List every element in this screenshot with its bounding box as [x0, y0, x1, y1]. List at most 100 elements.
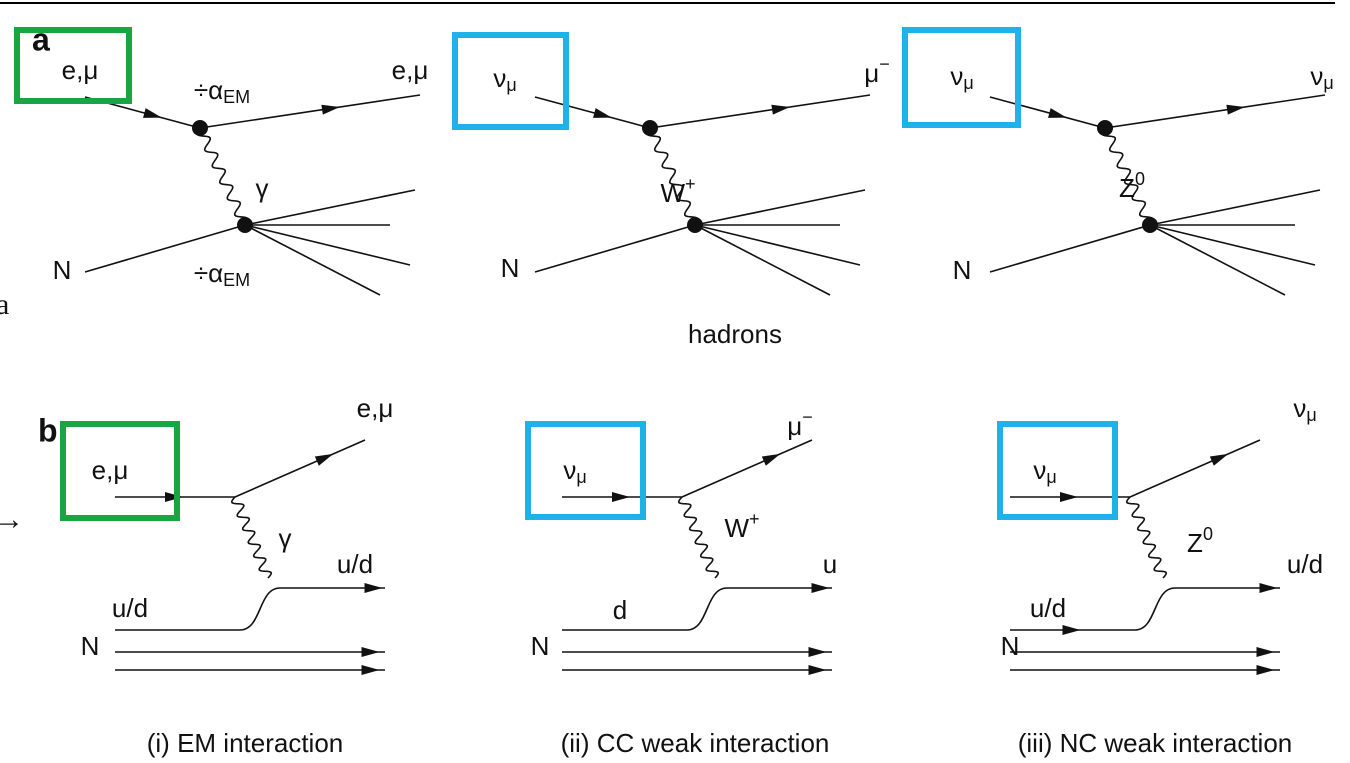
particle-label: νμ	[1033, 455, 1056, 487]
highlight-box	[60, 421, 180, 521]
label-base: ÷α	[194, 258, 223, 288]
label-sub: μ	[963, 73, 973, 93]
particle-label: N	[953, 255, 972, 285]
particle-label: νμ	[950, 61, 973, 93]
label-sub: EM	[223, 87, 250, 107]
particle-label: νμ	[1310, 61, 1333, 93]
line	[244, 224, 381, 296]
arrowhead	[1062, 625, 1081, 635]
label-sup: +	[685, 174, 696, 194]
label-base: ν	[1310, 61, 1323, 91]
particle-label: e,μ	[62, 55, 99, 85]
boson-line	[677, 496, 720, 579]
highlight-box	[452, 32, 569, 130]
label-base: μ	[787, 411, 802, 441]
quark-line	[562, 587, 832, 631]
particle-label: Z0	[1187, 524, 1213, 558]
label-sup: −	[802, 407, 813, 427]
arrowhead	[321, 104, 340, 115]
line	[534, 96, 651, 129]
particle-label: γ	[256, 173, 269, 203]
panel-letter: a	[32, 21, 50, 57]
line	[1149, 189, 1321, 226]
arrowhead	[761, 453, 781, 466]
line	[649, 94, 871, 129]
hadrons-label: hadrons	[688, 319, 782, 349]
boson-line	[1125, 496, 1168, 579]
line	[1104, 94, 1326, 129]
line	[244, 224, 411, 266]
arrowhead	[1256, 665, 1275, 675]
label-sub: μ	[576, 467, 586, 487]
line	[1149, 224, 1316, 266]
line	[534, 224, 696, 273]
vertex	[192, 120, 208, 136]
particle-label: u/d	[112, 593, 148, 623]
line	[681, 439, 813, 498]
label-sup: 0	[1203, 524, 1213, 544]
label-sub: μ	[506, 75, 516, 95]
label-base: Z	[1187, 528, 1203, 558]
particle-label: γ	[279, 523, 292, 553]
arrowhead	[364, 583, 383, 593]
arrowhead	[143, 108, 162, 118]
particle-label: W+	[724, 509, 759, 543]
label-base: ν	[950, 61, 963, 91]
particle-label: N	[53, 255, 72, 285]
caption: (i) EM interaction	[147, 728, 344, 758]
arrowhead	[361, 647, 380, 657]
vertex	[1142, 217, 1158, 233]
vertex	[687, 217, 703, 233]
line	[989, 224, 1151, 273]
label-sub: μ	[1306, 405, 1316, 425]
particle-label: u/d	[337, 549, 373, 579]
line	[989, 96, 1106, 129]
label-sup: 0	[1135, 169, 1145, 189]
edge-fragment: a	[0, 288, 9, 321]
caption: (iii) NC weak interaction	[1018, 728, 1293, 758]
vertex	[1097, 120, 1113, 136]
line	[694, 189, 866, 226]
label-sup: +	[749, 509, 760, 529]
label-base: ν	[1293, 393, 1306, 423]
particle-label: e,μ	[392, 55, 429, 85]
label-base: μ	[864, 58, 879, 88]
line	[234, 439, 366, 498]
highlight-box	[997, 421, 1118, 520]
line	[199, 94, 421, 129]
line	[244, 189, 416, 226]
highlight-box	[525, 421, 646, 520]
arrowhead	[612, 492, 630, 502]
arrowhead	[811, 583, 830, 593]
arrowhead	[1256, 647, 1275, 657]
vertex	[642, 120, 658, 136]
label-base: Z	[1119, 173, 1135, 203]
label-sub: μ	[1046, 467, 1056, 487]
highlight-box	[902, 27, 1021, 128]
label-base: ν	[1033, 455, 1046, 485]
caption: (ii) CC weak interaction	[561, 728, 830, 758]
line	[84, 224, 246, 273]
arrowhead	[808, 647, 827, 657]
particle-label: u/d	[1030, 593, 1066, 623]
particle-label: d	[613, 595, 627, 625]
particle-label: N	[531, 631, 550, 661]
label-base: ν	[493, 63, 506, 93]
label-base: ν	[563, 455, 576, 485]
highlight-box	[14, 27, 132, 104]
arrowhead	[593, 108, 612, 118]
label-sup: −	[879, 54, 890, 74]
particle-label: e,μ	[92, 455, 129, 485]
particle-label: ÷αEM	[194, 258, 250, 290]
label-base: W	[724, 513, 749, 543]
particle-label: Z0	[1119, 169, 1145, 203]
label-base: ÷α	[194, 75, 223, 105]
quark-line	[115, 587, 385, 631]
particle-label: N	[81, 631, 100, 661]
arrowhead	[1048, 108, 1067, 118]
label-sub: EM	[223, 270, 250, 290]
line	[694, 224, 831, 296]
particle-label: ÷αEM	[194, 75, 250, 107]
particle-label: W+	[660, 174, 695, 208]
